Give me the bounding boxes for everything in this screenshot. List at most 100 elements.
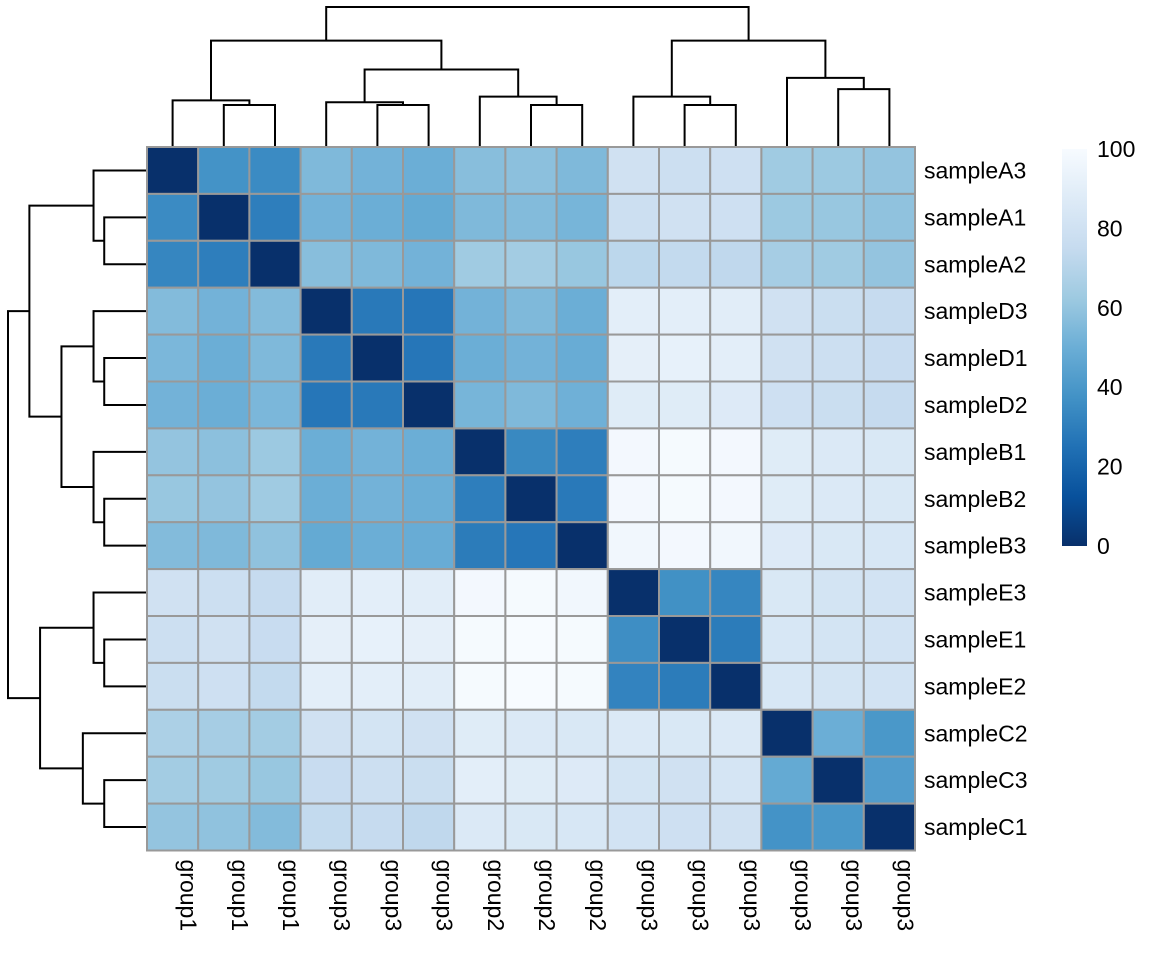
heatmap-cell [299, 427, 353, 477]
column-label: group3 [841, 860, 867, 932]
heatmap-cell [402, 521, 456, 571]
heatmap-cell [709, 568, 763, 617]
heatmap-cell [760, 380, 814, 430]
heatmap-cell [862, 802, 916, 852]
heatmap-cells [146, 146, 916, 852]
heatmap-cell [248, 333, 302, 383]
heatmap-cell [248, 239, 302, 289]
heatmap-cell [299, 568, 353, 617]
heatmap-cell [197, 615, 251, 664]
heatmap-cell [299, 755, 353, 805]
heatmap-cell [146, 661, 200, 711]
colorbar-tick-label: 0 [1097, 533, 1110, 559]
heatmap-cell [248, 474, 302, 524]
dendrogram-branch [92, 169, 147, 242]
heatmap-cell [760, 192, 814, 242]
heatmap-cell [658, 333, 712, 383]
heatmap-cell [248, 661, 302, 711]
dendrogram-branch [325, 101, 404, 147]
colorbar-tick-label: 60 [1097, 295, 1123, 321]
dendrogram-branch [222, 104, 276, 147]
heatmap-cell [299, 192, 353, 242]
heatmap-cell [658, 802, 712, 852]
heatmap-cell [555, 755, 609, 805]
heatmap-cell [350, 286, 404, 336]
row-label: sampleE3 [924, 580, 1026, 606]
heatmap-cell [658, 239, 712, 289]
heatmap-cell [402, 239, 456, 289]
heatmap-cell [248, 708, 302, 758]
heatmap-cell [606, 615, 660, 664]
heatmap-cell [453, 192, 507, 242]
heatmap-cell [197, 286, 251, 336]
heatmap-cell [811, 192, 865, 242]
heatmap-cell [555, 146, 609, 195]
heatmap-cell [299, 474, 353, 524]
column-label: group3 [636, 860, 662, 932]
heatmap-cell [197, 802, 251, 852]
heatmap-cell [709, 615, 763, 664]
heatmap-cell [504, 380, 558, 430]
heatmap-cell [197, 239, 251, 289]
heatmap-cell [862, 192, 916, 242]
heatmap-cell [402, 192, 456, 242]
row-label: sampleA2 [924, 251, 1026, 277]
heatmap-cell [402, 427, 456, 477]
heatmap-cell [606, 427, 660, 477]
heatmap-cell [350, 192, 404, 242]
heatmap-cell [709, 474, 763, 524]
heatmap-cell [862, 755, 916, 805]
heatmap-cell [504, 755, 558, 805]
dendrogram-branch [376, 104, 430, 147]
dendrogram-branch [103, 357, 147, 406]
heatmap-cell [760, 333, 814, 383]
heatmap-cell [299, 146, 353, 195]
heatmap-cell [760, 521, 814, 571]
heatmap-cell [709, 192, 763, 242]
heatmap-cell [299, 661, 353, 711]
heatmap-cell [709, 380, 763, 430]
heatmap-cell [811, 474, 865, 524]
heatmap-cell [862, 568, 916, 617]
heatmap-cell [760, 661, 814, 711]
heatmap-cell [350, 380, 404, 430]
heatmap-cell [504, 146, 558, 195]
column-label: group3 [329, 860, 355, 932]
heatmap-cell [146, 755, 200, 805]
heatmap-cell [862, 286, 916, 336]
heatmap-cell [504, 708, 558, 758]
dendrogram-branch [81, 732, 147, 805]
heatmap-cell [197, 755, 251, 805]
row-label: sampleE1 [924, 626, 1026, 652]
heatmap-cell [350, 239, 404, 289]
heatmap-cell [402, 286, 456, 336]
heatmap-cell [350, 568, 404, 617]
heatmap-cell [606, 661, 660, 711]
heatmap-cell [760, 755, 814, 805]
heatmap-cell [146, 239, 200, 289]
heatmap-cell [555, 239, 609, 289]
heatmap-cell [197, 333, 251, 383]
heatmap-cell [811, 380, 865, 430]
heatmap-cell [197, 474, 251, 524]
colorbar [1062, 149, 1087, 546]
heatmap-cell [658, 474, 712, 524]
heatmap-cell [453, 661, 507, 711]
heatmap-cell [197, 146, 251, 195]
heatmap-cell [606, 380, 660, 430]
heatmap-cell [862, 380, 916, 430]
heatmap-cell [658, 192, 712, 242]
column-label: group1 [176, 860, 202, 932]
colorbar-tick-label: 100 [1097, 136, 1135, 162]
heatmap-cell [606, 802, 660, 852]
row-label: sampleB3 [924, 533, 1026, 559]
heatmap-cell [402, 146, 456, 195]
row-label: sampleA1 [924, 204, 1026, 230]
dendrogram-branch [325, 6, 750, 41]
heatmap-cell [402, 380, 456, 430]
heatmap-cell [760, 427, 814, 477]
heatmap-cell [197, 192, 251, 242]
heatmap-cell [504, 474, 558, 524]
heatmap-cell [504, 661, 558, 711]
heatmap-cell [862, 427, 916, 477]
